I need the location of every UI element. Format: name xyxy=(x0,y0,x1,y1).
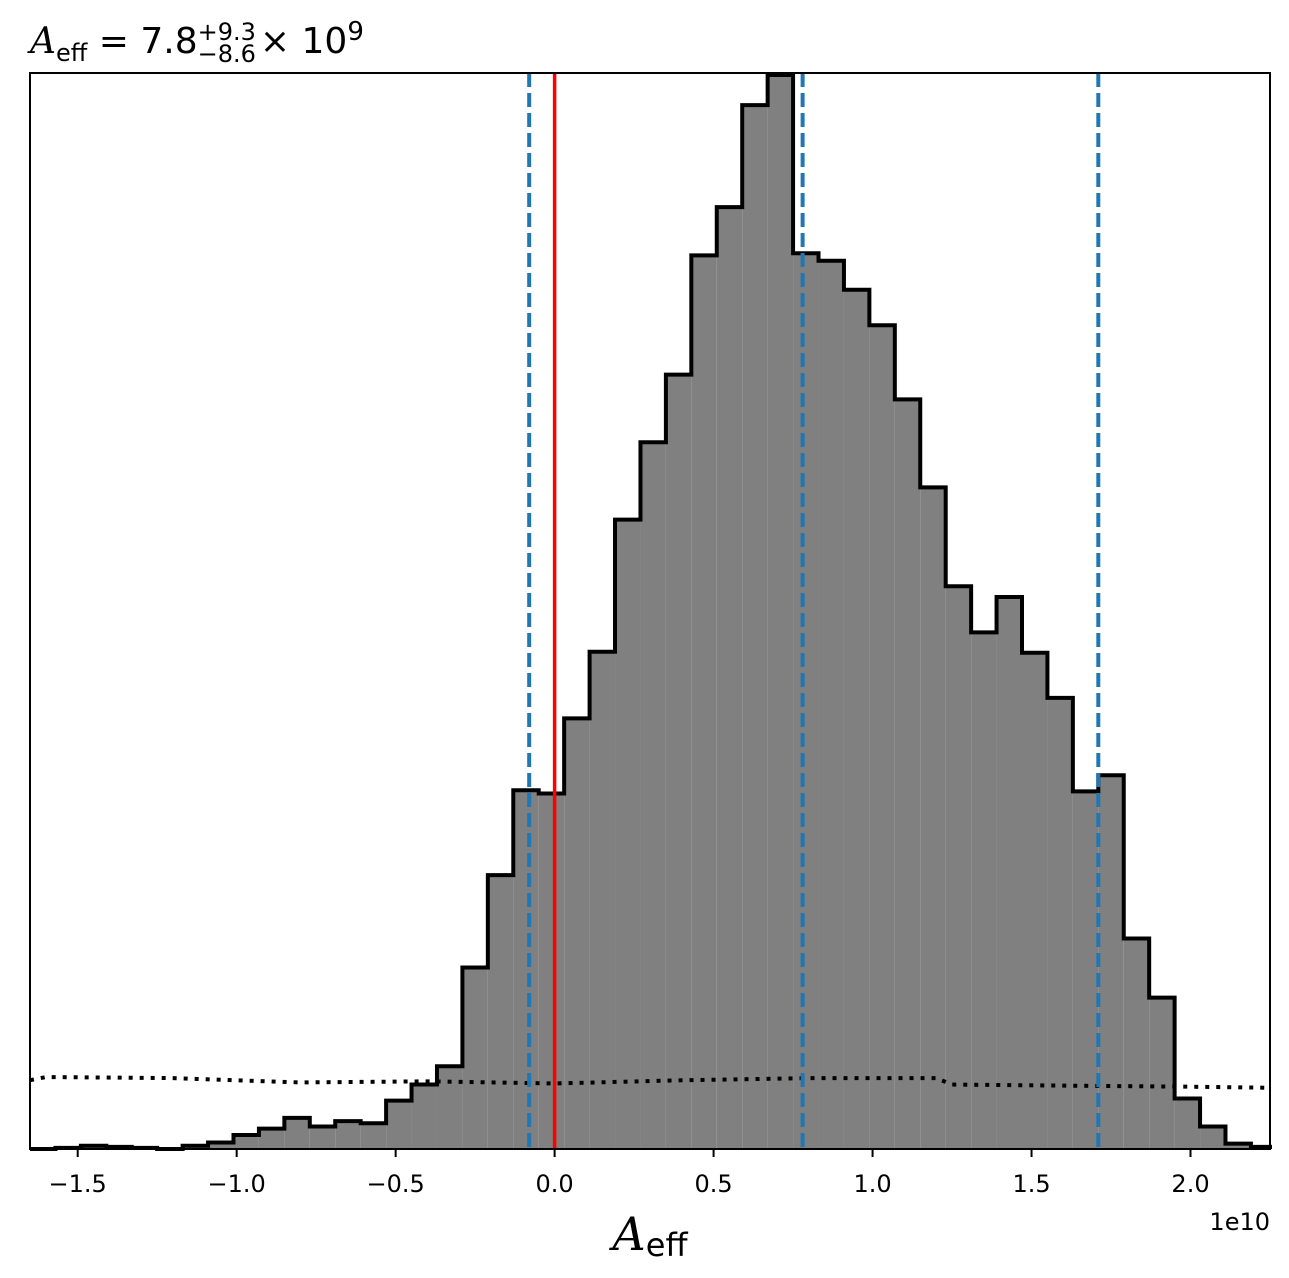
plot-area xyxy=(29,73,1272,1151)
histogram-bar xyxy=(513,790,539,1149)
histogram-bar xyxy=(843,289,870,1149)
title-median: = 7.8 xyxy=(98,21,198,62)
histogram-bar xyxy=(1200,1126,1226,1149)
histogram-bar xyxy=(436,1066,463,1149)
x-tick-label: −0.5 xyxy=(367,1170,425,1198)
title-errors: +9.3 −8.6 xyxy=(197,18,256,68)
histogram-bar xyxy=(1072,791,1099,1149)
histogram-step-outline xyxy=(30,73,1272,1151)
histogram-bar xyxy=(818,260,844,1149)
histogram-bar xyxy=(564,718,590,1149)
title-times: × 10 xyxy=(259,21,348,62)
x-axis-label-symbol: A xyxy=(609,1207,646,1261)
x-axis-ticks: −1.5 −1.0 −0.5 0.0 0.5 1.0 1.5 2.0 xyxy=(49,1149,1210,1198)
histogram-bar xyxy=(691,255,717,1149)
histogram-bar xyxy=(1047,697,1073,1149)
histogram-bar xyxy=(1022,652,1048,1149)
title-upper-error: +9.3 xyxy=(197,18,256,46)
histogram-bar xyxy=(386,1100,412,1149)
x-tick-label: 0.5 xyxy=(695,1170,733,1198)
histogram-bar xyxy=(920,487,946,1149)
prior-line xyxy=(29,1075,1271,1090)
histogram-bar xyxy=(742,105,768,1149)
x-tick-label: 1.5 xyxy=(1012,1170,1050,1198)
x-axis-label-subscript: eff xyxy=(646,1226,689,1264)
histogram-bar xyxy=(233,1135,259,1149)
histogram-bar xyxy=(996,596,1022,1149)
histogram-bar xyxy=(793,253,819,1149)
histogram-bar xyxy=(208,1142,234,1149)
histogram-bar xyxy=(411,1084,437,1149)
histogram-bar xyxy=(640,442,666,1150)
histogram-bar xyxy=(538,793,565,1149)
histogram-bar xyxy=(869,325,895,1149)
title-symbol: A xyxy=(30,21,56,62)
chart-title: Aeff = 7.8 +9.3 −8.6 × 109 xyxy=(30,6,364,71)
histogram-bar xyxy=(462,967,488,1149)
histogram-bar xyxy=(615,519,641,1149)
histogram-bar xyxy=(945,586,972,1149)
title-lower-error: −8.6 xyxy=(197,40,256,68)
histogram-bar xyxy=(1174,1098,1201,1149)
histogram-bar xyxy=(1225,1143,1251,1149)
histogram-bar xyxy=(487,875,514,1149)
histogram-bar xyxy=(716,207,743,1150)
histogram-bar xyxy=(894,399,921,1149)
histogram-bar xyxy=(360,1123,387,1149)
histogram-bar xyxy=(335,1121,361,1149)
histogram-bar xyxy=(258,1128,285,1149)
histogram-bar xyxy=(665,374,692,1149)
histogram-bar xyxy=(1149,997,1175,1149)
title-exponent: 9 xyxy=(347,17,364,47)
offset-text: 1e10 xyxy=(1209,1208,1270,1236)
axes-frame xyxy=(29,72,1271,1150)
x-tick-label: 2.0 xyxy=(1171,1170,1209,1198)
histogram-bar xyxy=(589,651,616,1149)
x-axis-label: Aeff xyxy=(609,1207,689,1264)
x-tick-label: −1.5 xyxy=(49,1170,107,1198)
histogram-bar xyxy=(971,632,997,1149)
histogram-bar xyxy=(284,1117,310,1149)
histogram-bar xyxy=(767,75,794,1149)
histogram-bar xyxy=(1123,938,1150,1149)
histogram-bar xyxy=(309,1126,336,1149)
title-symbol-subscript: eff xyxy=(56,39,88,67)
histogram-bar xyxy=(1098,775,1124,1149)
x-tick-label: 1.0 xyxy=(853,1170,891,1198)
x-tick-label: −1.0 xyxy=(208,1170,266,1198)
x-tick-label: 0.0 xyxy=(536,1170,574,1198)
